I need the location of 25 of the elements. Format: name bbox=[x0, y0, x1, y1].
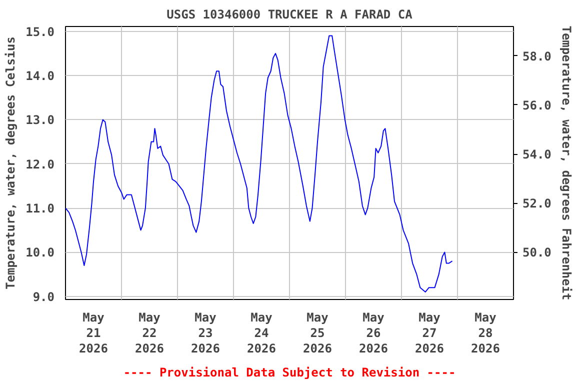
y-tick-label: 14.0 bbox=[26, 69, 55, 84]
x-tick-label: May 27 2026 bbox=[415, 310, 444, 356]
y-tick-label: 9.0 bbox=[32, 290, 55, 304]
y2-tick-label: 50.0 bbox=[522, 246, 552, 260]
y2-tick-label: 52.0 bbox=[522, 196, 552, 211]
y2-tick-label: 56.0 bbox=[522, 98, 552, 112]
x-tick-label: May 26 2026 bbox=[359, 310, 388, 356]
y-axis-title: Temperature, water, degrees Celsius bbox=[4, 36, 18, 290]
chart-title: USGS 10346000 TRUCKEE R A FARAD CA bbox=[166, 8, 414, 22]
x-tick-label: May 21 2026 bbox=[79, 310, 108, 356]
y-tick-label: 13.0 bbox=[26, 113, 55, 128]
y2-tick-label: 54.0 bbox=[522, 148, 552, 162]
x-tick-label: May 24 2026 bbox=[247, 310, 276, 356]
y2-tick-label: 58.0 bbox=[522, 49, 552, 64]
y2-axis-title: Temperature, water, degrees Fahrenheit bbox=[559, 26, 574, 300]
line-series bbox=[66, 35, 453, 292]
y-tick-label: 15.0 bbox=[26, 24, 55, 39]
x-tick-label: May 25 2026 bbox=[303, 310, 332, 356]
x-tick-label: May 23 2026 bbox=[191, 310, 220, 356]
y-tick-label: 10.0 bbox=[26, 246, 55, 260]
x-tick-label: May 22 2026 bbox=[135, 310, 164, 356]
y-tick-label: 11.0 bbox=[26, 202, 55, 216]
x-tick-label: May 28 2026 bbox=[471, 310, 500, 356]
text: ---- Provisional Data Subject to Revision ---- bbox=[123, 366, 456, 380]
y-tick-label: 12.0 bbox=[26, 157, 55, 172]
